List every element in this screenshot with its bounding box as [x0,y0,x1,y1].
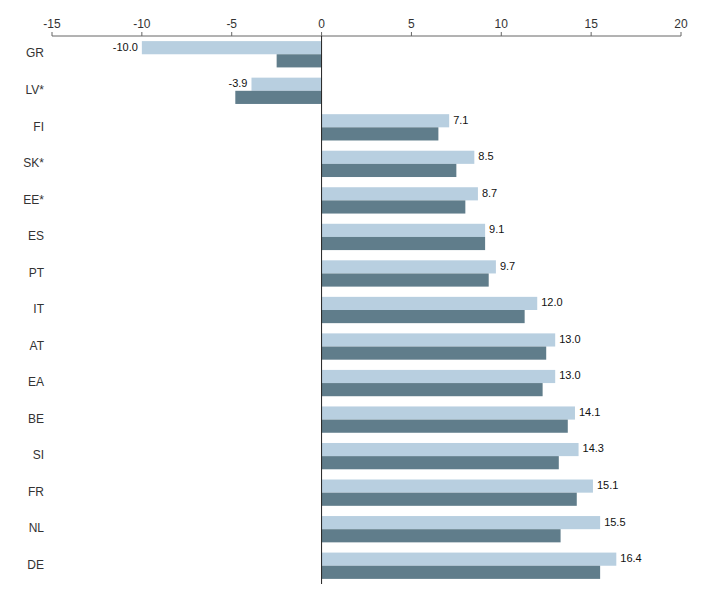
category-label: NL [29,521,45,535]
tick-mark [141,32,142,36]
bar [322,200,466,213]
data-label: 8.5 [478,150,493,162]
data-label: 7.1 [453,114,468,126]
data-label: 14.3 [583,442,604,454]
bar [322,333,556,346]
category-label: SI [33,448,44,462]
data-label: -10.0 [113,41,138,53]
tick-mark [321,32,322,36]
bar [322,370,556,383]
bar [322,553,617,566]
data-label: 16.4 [620,552,641,564]
data-label: 13.0 [559,333,580,345]
bar [322,224,486,237]
tick-label: 0 [318,17,325,31]
bar [322,529,561,542]
bar [322,237,486,250]
data-label: 8.7 [482,187,497,199]
tick-label: 15 [584,17,598,31]
bar [322,420,568,433]
data-labels: -10.0 -3.9 7.1 8.5 8.7 9.1 9.7 12.0 13.0 13.0 14.1… [113,41,642,564]
bar [322,151,475,164]
tick-label: 20 [674,17,688,31]
bar [322,164,457,177]
data-label: -3.9 [229,77,248,89]
bar [322,297,538,310]
bar [322,493,577,506]
data-label: 15.5 [604,516,625,528]
category-label: DE [27,558,44,572]
tick-label: -10 [133,17,151,31]
bar [235,91,321,104]
chart-container: -15 -10 -5 0 5 10 15 20 GR LV* FI SK* EE* ES PT IT AT EA B… [0,0,709,598]
tick-mark [501,32,502,36]
chart: -15 -10 -5 0 5 10 15 20 GR LV* FI SK* EE* ES PT IT AT EA B… [0,0,709,598]
y-axis: GR LV* FI SK* EE* ES PT IT AT EA BE SI FR NL DE [23,46,44,571]
bar [251,78,321,91]
tick-label: -5 [226,17,237,31]
bar [322,347,547,360]
bar [322,273,489,286]
bar [322,114,450,127]
bar [322,187,478,200]
data-label: 9.1 [489,223,504,235]
bar [322,456,559,469]
data-label: 14.1 [579,406,600,418]
bar [142,41,322,54]
tick-mark [231,32,232,36]
data-label: 9.7 [500,260,515,272]
category-label: LV* [26,83,45,97]
category-label: EA [28,375,44,389]
tick-label: 5 [408,17,415,31]
category-label: GR [26,46,44,60]
bar [277,54,322,67]
category-label: AT [30,339,45,353]
tick-mark [681,32,682,36]
x-axis: -15 -10 -5 0 5 10 15 20 [43,17,688,36]
category-label: SK* [23,156,44,170]
tick-label: 10 [495,17,509,31]
data-label: 13.0 [559,369,580,381]
bar [322,516,601,529]
bars [142,41,616,579]
axis-line [52,36,681,37]
bar [322,443,579,456]
category-label: PT [29,266,45,280]
tick-label: -15 [43,17,61,31]
category-label: IT [33,302,44,316]
data-label: 12.0 [541,296,562,308]
bar [322,260,496,273]
tick-mark [52,32,53,36]
tick-mark [591,32,592,36]
bar [322,127,439,140]
category-label: ES [28,229,44,243]
category-label: EE* [23,193,44,207]
category-label: FR [28,485,44,499]
tick-mark [411,32,412,36]
zero-line [321,36,322,584]
bar [322,566,601,579]
bar [322,406,575,419]
category-label: BE [28,412,44,426]
bar [322,480,593,493]
bar [322,310,525,323]
bar [322,383,543,396]
category-label: FI [33,120,44,134]
data-label: 15.1 [597,479,618,491]
